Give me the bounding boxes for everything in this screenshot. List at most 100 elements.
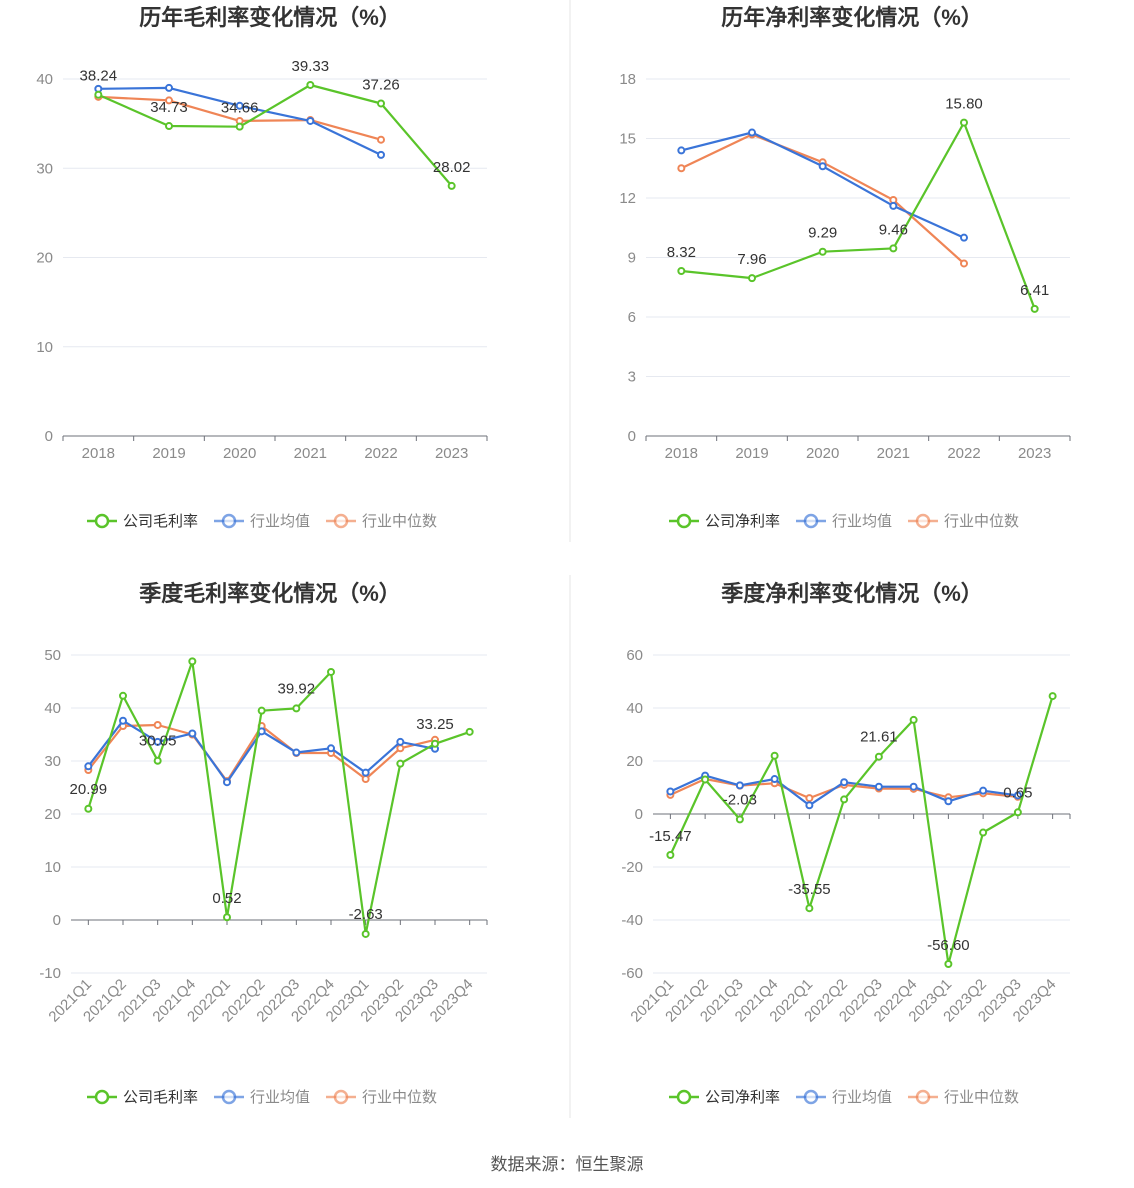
y-tick-label: 20	[626, 753, 643, 770]
legend-label: 行业均值	[250, 1089, 310, 1106]
data-point	[805, 794, 814, 803]
data-label: 28.02	[433, 159, 471, 176]
data-point	[361, 775, 370, 784]
legend-label: 公司净利率	[705, 1089, 780, 1106]
x-tick-label: 2022	[364, 445, 397, 462]
data-label: -15.47	[649, 828, 692, 845]
y-tick-label: 10	[44, 859, 61, 876]
data-point	[874, 752, 883, 761]
data-point	[666, 850, 675, 859]
legend-item-company: 公司毛利率	[87, 1089, 198, 1106]
y-tick-label: 15	[619, 131, 636, 148]
y-tick-label: 0	[635, 806, 643, 823]
data-point	[840, 795, 849, 804]
data-point	[770, 751, 779, 760]
legend-marker	[915, 1089, 931, 1105]
data-point	[396, 759, 405, 768]
data-label: 20.99	[70, 781, 108, 798]
legend-marker	[94, 1089, 110, 1105]
legend-marker	[676, 513, 692, 529]
legend-item-company: 公司净利率	[669, 513, 780, 530]
data-point	[153, 720, 162, 729]
y-tick-label: 60	[626, 647, 643, 664]
data-label: 7.96	[737, 251, 766, 268]
legend-marker	[676, 1089, 692, 1105]
data-point	[960, 118, 968, 127]
data-point	[84, 762, 93, 771]
chart-panel-2: 历年净利率变化情况（%） 0 3 6 9 12 15 18 2018 2019 2020 2021 20…	[619, 5, 1071, 530]
data-label: -2.63	[349, 906, 383, 923]
data-point	[306, 116, 315, 125]
y-tick-label: 0	[53, 912, 61, 929]
y-tick-label: 40	[626, 700, 643, 717]
data-point	[165, 96, 173, 105]
x-tick-label: 2023	[1018, 445, 1051, 462]
data-point	[361, 768, 370, 777]
legend-item-industry-avg: 行业均值	[796, 1089, 892, 1106]
legend: 公司毛利率 行业均值 行业中位数	[87, 1089, 437, 1106]
data-label: 15.80	[945, 96, 983, 113]
series-company: 20.99 30.05 0.52 39.92 -2.63 33.25	[70, 657, 474, 938]
series-line	[87, 660, 471, 935]
data-point	[1030, 304, 1039, 313]
x-tick-label: 2018	[665, 445, 698, 462]
legend-label: 公司毛利率	[123, 1089, 198, 1106]
data-point	[377, 150, 385, 159]
data-point	[235, 122, 244, 131]
data-point	[770, 775, 779, 784]
legend-marker	[803, 513, 819, 529]
data-label: -56.60	[927, 937, 970, 954]
y-tick-label: 30	[36, 160, 53, 177]
y-tick-label: 0	[45, 428, 53, 445]
data-point	[805, 801, 814, 810]
data-point	[94, 90, 103, 99]
series-industry-avg	[94, 83, 385, 159]
data-label: 30.05	[139, 733, 177, 750]
legend-label: 行业中位数	[362, 1089, 437, 1106]
data-label: 6.41	[1020, 282, 1049, 299]
data-label: 34.73	[150, 99, 188, 116]
data-point	[327, 744, 335, 753]
legend-item-company: 公司毛利率	[87, 513, 198, 530]
legend-item-industry-avg: 行业均值	[214, 513, 310, 530]
legend-marker	[915, 513, 931, 529]
data-point	[735, 815, 744, 824]
legend-label: 行业中位数	[944, 513, 1019, 530]
data-point	[223, 778, 231, 787]
legend-item-industry-median: 行业中位数	[326, 513, 437, 530]
data-point	[235, 101, 244, 110]
data-label: 39.92	[278, 680, 316, 697]
data-point	[748, 128, 756, 137]
y-tick-label: 40	[44, 700, 61, 717]
series-company: 8.32 7.96 9.29 9.46 15.80 6.41	[667, 96, 1049, 313]
series-industry-avg	[677, 128, 968, 242]
data-point	[84, 804, 93, 813]
data-point	[1013, 791, 1022, 800]
y-tick-label: -10	[39, 965, 61, 982]
data-point	[735, 781, 744, 790]
legend-marker	[333, 513, 349, 529]
data-label: 0.52	[212, 890, 241, 907]
y-tick-label: 3	[628, 369, 636, 386]
x-tick-label: 2019	[152, 445, 185, 462]
data-point	[805, 904, 814, 913]
y-tick-label: 18	[619, 71, 636, 88]
data-point	[960, 233, 968, 242]
x-tick-label: 2020	[223, 445, 256, 462]
x-tick-label: 2023	[435, 445, 468, 462]
legend-label: 公司净利率	[705, 513, 780, 530]
legend-item-company: 公司净利率	[669, 1089, 780, 1106]
legend-label: 公司毛利率	[123, 513, 198, 530]
series-line	[669, 695, 1054, 966]
data-point	[979, 786, 988, 795]
data-point	[818, 247, 827, 256]
data-point	[188, 729, 197, 738]
data-point	[701, 775, 710, 784]
series-industry-avg	[84, 716, 439, 787]
x-tick-label: 2020	[806, 445, 839, 462]
data-point	[889, 201, 898, 210]
data-label: -2.03	[723, 791, 757, 808]
legend-label: 行业均值	[832, 513, 892, 530]
legend-item-industry-median: 行业中位数	[326, 1089, 437, 1106]
